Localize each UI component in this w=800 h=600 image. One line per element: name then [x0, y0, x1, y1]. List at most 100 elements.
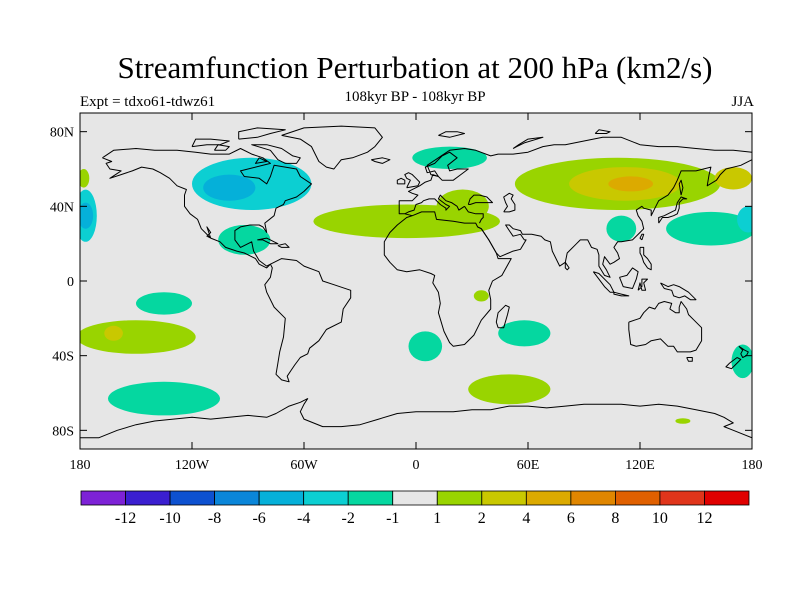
anomaly-south-pacific-ridge: [80, 320, 196, 354]
coast-severnaya-zemlya: [594, 129, 611, 134]
chart-title: Streamfunction Perturbation at 200 hPa (…: [117, 50, 713, 85]
coast-madagascar: [495, 304, 510, 329]
x-tick-label: 180: [70, 458, 91, 473]
anomaly-central-america: [218, 225, 271, 255]
coast-sakhalin: [678, 179, 684, 196]
colorbar-label: -12: [115, 510, 136, 527]
colorbar-swatch: [481, 490, 527, 506]
coast-australia: [628, 301, 703, 353]
coast-south-america: [264, 258, 352, 383]
colorbar-swatch: [704, 490, 750, 506]
colorbar-label: 10: [652, 510, 668, 527]
colorbar-swatch: [615, 490, 661, 506]
anomaly-asia-ridge-core: [608, 176, 654, 192]
coast-cuba: [257, 237, 279, 245]
anomaly-tasman: [731, 344, 752, 379]
y-tick-label: 80S: [52, 424, 74, 439]
colorbar-label: -4: [297, 510, 310, 527]
coast-sumatra: [592, 271, 615, 293]
y-tick-label: 80N: [50, 126, 74, 141]
anomaly-south-atlantic: [408, 331, 443, 362]
colorbar-swatch: [525, 490, 572, 506]
anomaly-antarctic-margin: [675, 418, 691, 424]
colorbar-swatch: [436, 490, 483, 506]
coast-new-guinea: [660, 282, 697, 301]
coast-philippines: [639, 246, 652, 271]
coast-sri-lanka: [564, 262, 570, 271]
coast-greenland: [281, 125, 383, 170]
coast-black-sea: [467, 194, 493, 205]
experiment-label: Expt = tdxo61-tdwz61: [80, 94, 216, 110]
axis-ticks: 180 120W 60W 0 60E 120E 180 80N 40N 0 40S 80S: [50, 113, 763, 473]
coastlines: [80, 125, 752, 439]
anomaly-west-pacific-core: [737, 206, 752, 233]
coast-asia-south: [477, 159, 752, 278]
anomaly-west-pacific: [666, 211, 752, 246]
coast-antarctica: [80, 398, 752, 439]
colorbar-label: -8: [208, 510, 221, 527]
y-tick-label: 40S: [52, 350, 74, 365]
colorbar-swatch: [659, 490, 705, 506]
colorbar-label: 2: [478, 510, 486, 527]
x-tick-label: 60W: [290, 458, 318, 473]
coast-hudson-islands: [255, 157, 268, 164]
coast-caspian: [503, 192, 516, 213]
coast-new-zealand-s: [725, 357, 742, 370]
colorbar-swatch: [214, 490, 260, 506]
anomaly-north-atlantic-arctic: [412, 146, 487, 169]
x-tick-label: 0: [413, 458, 420, 473]
coast-north-america: [102, 148, 312, 269]
coast-canadian-arctic-3: [213, 144, 230, 151]
coast-baffin: [251, 144, 301, 164]
colorbar-label: 1: [433, 510, 441, 527]
colorbar-swatch: [347, 490, 394, 506]
colorbar-label: 12: [696, 510, 712, 527]
coast-ireland: [396, 177, 406, 185]
anomaly-north-africa-ridge: [436, 189, 489, 224]
coast-svalbard: [438, 131, 465, 138]
chart-subtitle: 108kyr BP - 108kyr BP: [344, 89, 486, 105]
coast-borneo: [619, 267, 639, 289]
coast-novaya-zemlya: [512, 136, 544, 149]
anomaly-southern-ocean-ridge: [468, 374, 551, 405]
x-tick-label: 60E: [517, 458, 540, 473]
colorbar-label: 8: [611, 510, 619, 527]
anomaly-east-africa: [473, 290, 489, 302]
coast-tasmania: [686, 357, 693, 362]
anomaly-south-pacific-core: [104, 325, 123, 341]
coast-canadian-arctic-1: [191, 138, 230, 148]
coast-canadian-arctic-2: [238, 127, 286, 140]
y-tick-label: 0: [67, 275, 74, 290]
coast-turkey-levant: [464, 206, 484, 224]
season-label: JJA: [731, 94, 754, 110]
anomaly-south-indian: [498, 320, 551, 347]
colorbar-label: -10: [159, 510, 180, 527]
anomaly-fields: [80, 146, 752, 424]
colorbar-swatch: [258, 490, 305, 506]
colorbar-swatch: [125, 490, 171, 506]
colorbar-swatch: [392, 490, 438, 506]
colorbar-label: -1: [386, 510, 399, 527]
colorbar-label: -6: [252, 510, 265, 527]
coast-taiwan-philippines: [639, 233, 645, 241]
colorbar: -12 -10 -8 -6 -4 -2 -1 1 2 4 6 8 10 12: [80, 490, 750, 527]
anomaly-north-pacific-west-core: [80, 202, 94, 229]
coast-iceland: [370, 157, 391, 164]
coast-eurasia-africa: [383, 136, 752, 347]
coast-sulawesi: [637, 278, 648, 291]
colorbar-label: 6: [567, 510, 575, 527]
coast-java: [613, 291, 630, 297]
anomaly-south-pacific-high-lat: [108, 381, 220, 416]
coast-hispaniola: [277, 243, 290, 248]
coast-great-britain: [404, 172, 421, 189]
coast-japan: [658, 196, 688, 224]
anomaly-north-america-core: [203, 174, 256, 201]
coast-mediterranean-north: [404, 194, 465, 215]
x-tick-label: 180: [742, 458, 763, 473]
coast-new-zealand-n: [738, 345, 749, 358]
anomaly-kamchatka-ridge: [714, 167, 752, 190]
colorbar-swatch: [80, 490, 126, 506]
anomaly-north-alaska: [80, 169, 90, 188]
anomaly-south-pacific-subtropics: [136, 292, 192, 315]
